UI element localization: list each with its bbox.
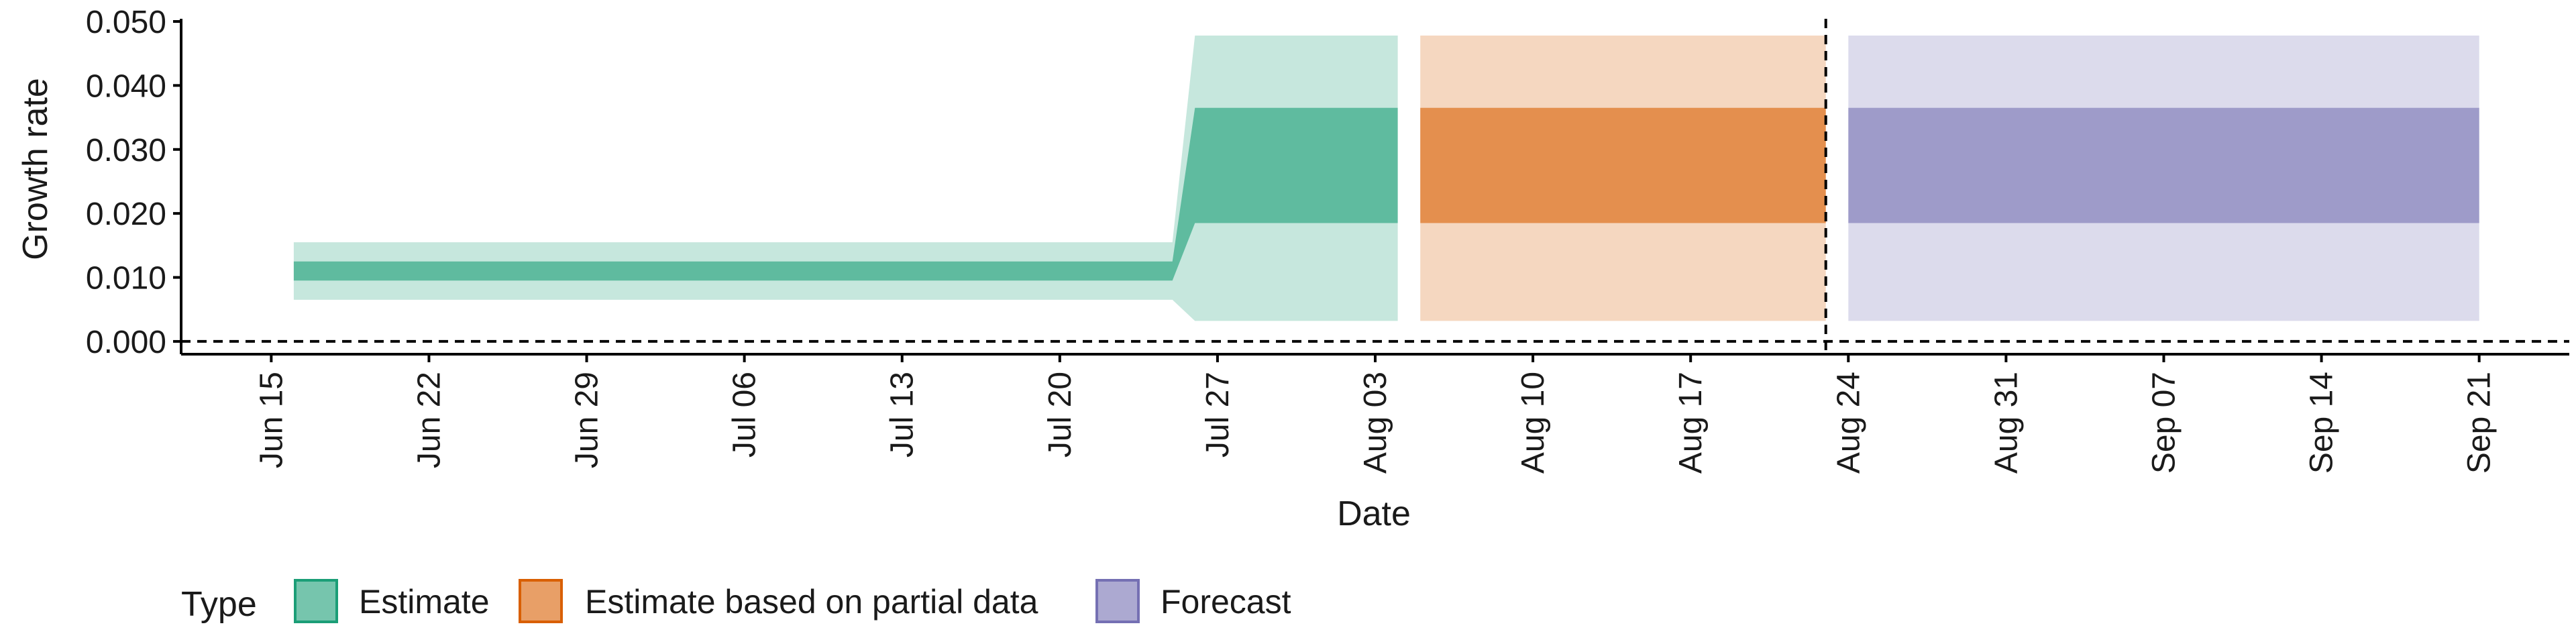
band-layer [293,36,2479,321]
band-50-estimate-based-on-partial-data [1420,107,1826,223]
x-tick-label: Jul 20 [1042,372,1078,458]
x-tick-label: Aug 17 [1673,372,1709,474]
x-tick-label: Sep 07 [2147,372,2182,474]
x-tick-label: Jun 15 [254,372,289,468]
reference-lines [181,19,2569,356]
band-90-estimate [293,36,1398,321]
y-tick-label: 0.020 [86,197,166,232]
axes: 0.000 0.010 0.020 0.030 0.040 0.050 Jun 15 Jun … [86,5,2569,474]
x-tick-label: Aug 31 [1988,372,2024,474]
legend-key-estimate [294,579,338,623]
legend: Type Estimate Estimate based on partial d… [181,579,1291,624]
x-tick-label: Aug 03 [1358,372,1393,474]
x-tick-label: Jun 22 [411,372,447,468]
x-tick-label: Aug 10 [1515,372,1551,474]
y-tick-label: 0.050 [86,5,166,40]
x-tick-label: Jul 27 [1200,372,1236,458]
legend-key-estimate-based-on-partial-data [519,579,563,623]
band-50-forecast [1848,107,2479,223]
legend-key-forecast [1095,579,1140,623]
y-tick-label: 0.040 [86,68,166,104]
x-axis-title: Date [1337,494,1411,533]
y-axis-title: Growth rate [16,78,55,260]
y-tick-label: 0.000 [86,325,166,360]
x-tick-label: Sep 21 [2462,372,2498,474]
x-tick-label: Jul 13 [885,372,920,458]
y-tick-label: 0.010 [86,261,166,297]
x-tick-label: Jul 06 [727,372,763,458]
legend-label-forecast: Forecast [1161,583,1291,621]
band-50-estimate [293,107,1398,281]
x-tick-label: Aug 24 [1831,372,1866,474]
legend-label-estimate: Estimate [359,583,490,621]
legend-label-estimate-based-on-partial-data: Estimate based on partial data [585,583,1038,621]
legend-title: Type [181,585,257,624]
y-tick-label: 0.030 [86,133,166,168]
x-tick-label: Jun 29 [570,372,605,468]
x-tick-label: Sep 14 [2304,372,2340,474]
